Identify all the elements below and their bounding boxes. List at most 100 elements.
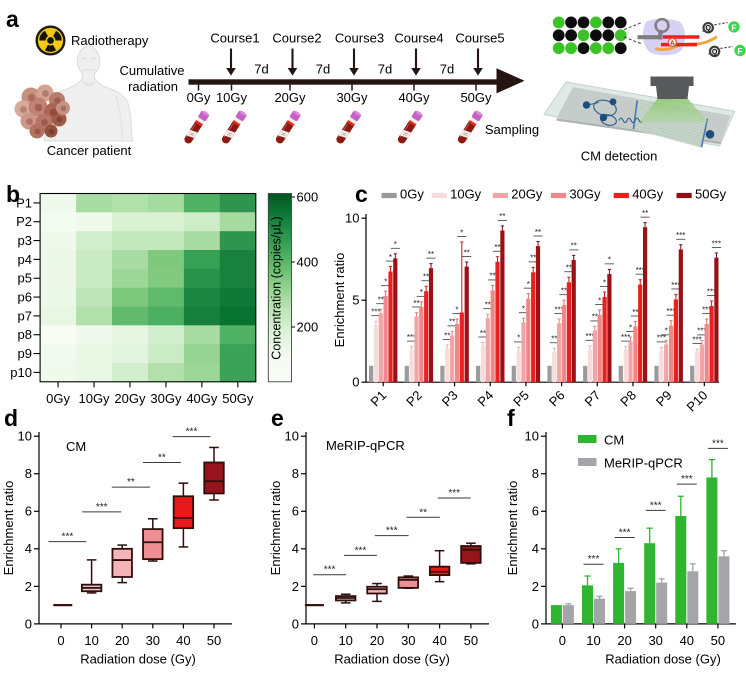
svg-text:**: ** — [378, 296, 384, 305]
svg-text:p10: p10 — [10, 365, 32, 380]
svg-text:10Gy: 10Gy — [78, 391, 110, 406]
svg-text:600: 600 — [297, 189, 319, 204]
svg-text:**: ** — [127, 477, 135, 488]
svg-text:f: f — [507, 405, 515, 431]
svg-text:4: 4 — [25, 541, 32, 556]
svg-text:20: 20 — [370, 633, 384, 648]
svg-text:5: 5 — [352, 293, 359, 308]
svg-text:30Gy: 30Gy — [336, 90, 368, 105]
svg-text:e: e — [271, 405, 284, 431]
svg-text:**: ** — [499, 212, 505, 221]
svg-text:7d: 7d — [440, 62, 454, 77]
svg-text:20Gy: 20Gy — [274, 90, 306, 105]
svg-text:***: *** — [671, 281, 680, 290]
svg-text:**: ** — [535, 228, 541, 237]
svg-text:Q: Q — [705, 25, 711, 32]
svg-text:20Gy: 20Gy — [114, 391, 146, 406]
svg-text:10: 10 — [84, 633, 98, 648]
svg-text:4: 4 — [532, 541, 539, 556]
svg-text:*: * — [608, 256, 611, 265]
svg-text:200: 200 — [297, 319, 319, 334]
svg-text:7d: 7d — [254, 62, 268, 77]
svg-text:c: c — [355, 181, 368, 207]
svg-text:30: 30 — [401, 633, 415, 648]
svg-text:*: * — [389, 253, 392, 262]
svg-text:10: 10 — [586, 633, 600, 648]
svg-text:radiation: radiation — [128, 79, 178, 94]
svg-text:7d: 7d — [316, 62, 330, 77]
svg-text:**: ** — [428, 250, 434, 259]
svg-text:Course4: Course4 — [394, 31, 443, 46]
svg-text:CM detection: CM detection — [581, 149, 658, 164]
svg-text:0Gy: 0Gy — [187, 90, 211, 105]
svg-text:***: *** — [712, 438, 724, 449]
svg-text:*: * — [629, 323, 632, 332]
svg-text:2: 2 — [532, 579, 539, 594]
svg-text:8: 8 — [25, 466, 32, 481]
svg-text:*: * — [527, 280, 530, 289]
svg-text:50Gy: 50Gy — [222, 391, 254, 406]
svg-text:p6: p6 — [18, 289, 32, 304]
svg-text:Concentration (copies/μL): Concentration (copies/μL) — [270, 216, 284, 359]
svg-text:Radiation dose (Gy): Radiation dose (Gy) — [605, 652, 721, 667]
svg-text:50: 50 — [464, 633, 478, 648]
svg-text:8: 8 — [292, 466, 299, 481]
svg-text:**: ** — [561, 287, 567, 296]
svg-text:Course2: Course2 — [272, 31, 321, 46]
svg-text:*: * — [517, 334, 520, 343]
svg-text:***: *** — [657, 334, 666, 343]
svg-text:2: 2 — [292, 579, 299, 594]
svg-text:**: ** — [158, 452, 166, 463]
svg-text:40: 40 — [176, 633, 190, 648]
svg-text:**: ** — [423, 273, 429, 282]
svg-text:***: *** — [636, 266, 645, 275]
svg-text:**: ** — [449, 318, 455, 327]
svg-text:40: 40 — [680, 633, 694, 648]
svg-text:10: 10 — [285, 429, 299, 444]
svg-text:**: ** — [413, 299, 419, 308]
svg-text:**: ** — [490, 272, 496, 281]
svg-text:***: *** — [355, 545, 367, 556]
svg-text:20: 20 — [115, 633, 129, 648]
svg-text:***: *** — [386, 526, 398, 537]
svg-text:p4: p4 — [18, 252, 32, 267]
svg-text:Enrichment ratio: Enrichment ratio — [505, 481, 520, 576]
svg-text:**: ** — [551, 335, 557, 344]
svg-text:40Gy: 40Gy — [632, 186, 664, 201]
svg-text:20: 20 — [617, 633, 631, 648]
svg-text:0Gy: 0Gy — [46, 391, 70, 406]
svg-text:50: 50 — [207, 633, 221, 648]
svg-text:***: *** — [681, 474, 693, 485]
svg-text:***: *** — [707, 287, 716, 296]
svg-text:d: d — [4, 405, 18, 431]
svg-text:40Gy: 40Gy — [186, 391, 218, 406]
svg-text:6: 6 — [25, 504, 32, 519]
svg-text:30Gy: 30Gy — [569, 186, 601, 201]
svg-text:**: ** — [642, 209, 648, 218]
svg-text:p8: p8 — [18, 327, 32, 342]
svg-text:P2: P2 — [16, 214, 32, 229]
svg-text:Enrichment ratio: Enrichment ratio — [268, 481, 283, 576]
svg-text:Sampling: Sampling — [485, 122, 539, 137]
svg-text:0: 0 — [311, 633, 318, 648]
svg-text:a: a — [6, 6, 19, 32]
svg-text:8: 8 — [532, 466, 539, 481]
svg-text:0: 0 — [292, 616, 299, 631]
svg-text:MeRIP-qPCR: MeRIP-qPCR — [604, 456, 683, 471]
svg-text:Enrichment ratio: Enrichment ratio — [332, 253, 347, 348]
svg-text:**: ** — [530, 254, 536, 263]
svg-text:0: 0 — [57, 633, 64, 648]
svg-text:*: * — [603, 278, 606, 287]
svg-text:**: ** — [592, 313, 598, 322]
svg-text:30Gy: 30Gy — [150, 391, 182, 406]
svg-text:F: F — [731, 23, 736, 33]
svg-text:***: *** — [62, 532, 74, 543]
svg-text:***: *** — [702, 305, 711, 314]
svg-text:p5: p5 — [18, 271, 32, 286]
svg-text:Radiation dose (Gy): Radiation dose (Gy) — [80, 652, 196, 667]
svg-text:Radiation dose (Gy): Radiation dose (Gy) — [334, 652, 450, 667]
svg-text:20Gy: 20Gy — [511, 186, 543, 201]
svg-text:0Gy: 0Gy — [400, 186, 424, 201]
svg-text:0: 0 — [532, 616, 539, 631]
svg-text:***: *** — [697, 327, 706, 336]
